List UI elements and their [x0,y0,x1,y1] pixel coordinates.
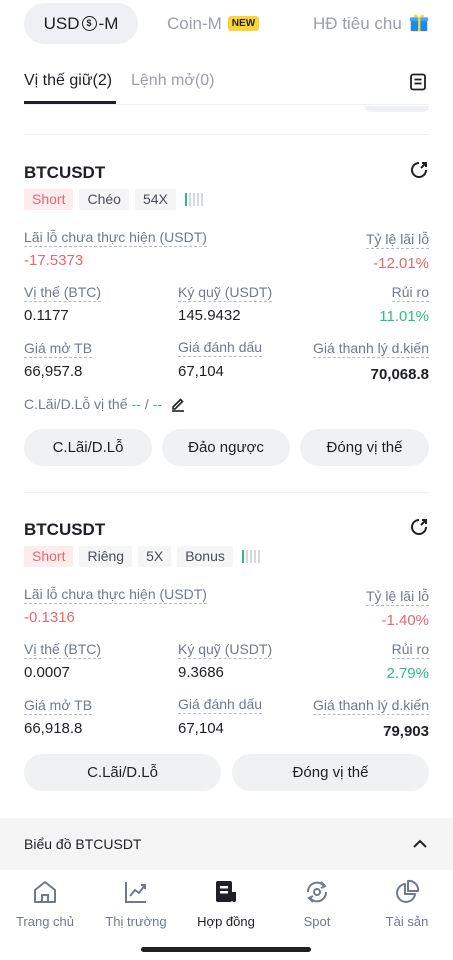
position-symbol[interactable]: BTCUSDT [24,163,106,182]
tab-standard-futures[interactable]: HĐ tiêu chu [313,3,402,44]
margin-label[interactable]: Ký quỹ (USDT) [178,641,273,659]
tab-usd-m[interactable]: USD $ -M [24,3,138,44]
usd-symbol-icon: $ [81,16,97,31]
nav-assets[interactable]: Tài sản [362,878,452,929]
spot-icon [306,881,328,903]
share-icon[interactable] [409,160,429,180]
mark-price-value: 67,104 [178,363,224,380]
card-divider [24,134,429,135]
sl-value: -- [152,396,163,412]
tab-usd-m-prefix: USD [43,13,80,33]
active-tab-underline [24,101,116,104]
nav-market-label: Thị trường [105,914,167,929]
position-subtabs: Vị thế giữ(2) Lệnh mở(0) [0,58,453,106]
roe-label[interactable]: Tỷ lệ lãi lỗ [365,588,429,606]
margin-label[interactable]: Ký quỹ (USDT) [178,284,273,302]
risk-value: 11.01% [379,308,429,325]
margin-mode-tag[interactable]: Chéo [79,189,129,210]
margin-mode-tag[interactable]: Riêng [79,546,133,567]
margin-value: 145.9432 [178,307,241,324]
tab-coin-m-label: Coin-M [167,13,222,33]
side-tag: Short [24,546,74,567]
nav-home[interactable]: Trang chủ [0,878,90,929]
roe-value: -12.01% [373,255,429,272]
risk-bars [184,193,203,206]
close-position-button[interactable]: Đóng vị thế [300,429,429,466]
leverage-tag[interactable]: 54X [134,189,176,210]
home-icon [34,881,56,903]
assets-pie-icon [396,879,420,903]
mark-price-value: 67,104 [178,720,224,737]
unrealized-pnl-label[interactable]: Lãi lỗ chưa thực hiện (USDT) [24,229,207,247]
mark-price-label[interactable]: Giá đánh dấu [178,696,263,714]
size-value: 0.1177 [24,307,69,324]
nav-spot-label: Spot [303,914,331,929]
bottom-nav: Trang chủ Thị trường Hợp đồng Spot [0,870,453,960]
unrealized-pnl-value: -17.5373 [24,252,84,269]
liq-price-label[interactable]: Giá thanh lý d.kiến [313,340,429,358]
risk-label[interactable]: Rủi ro [391,284,429,302]
share-icon[interactable] [409,517,429,537]
tpsl-button[interactable]: C.Lãi/D.Lỗ [24,754,221,791]
market-chart-icon [125,882,146,903]
entry-price-value: 66,918.8 [24,720,83,737]
liq-price-label[interactable]: Giá thanh lý d.kiến [313,697,429,715]
subtabs-divider [24,104,429,105]
liq-price-value: 70,068.8 [370,366,429,383]
nav-market[interactable]: Thị trường [91,878,181,929]
chevron-up-icon[interactable] [412,836,428,852]
roe-label[interactable]: Tỷ lệ lãi lỗ [365,231,429,249]
card-divider [24,492,429,493]
home-indicator [141,947,311,952]
unrealized-pnl-label[interactable]: Lãi lỗ chưa thực hiện (USDT) [24,586,207,604]
chart-section-header[interactable]: Biểu đồ BTCUSDT [0,818,453,870]
scrolled-button-edge [365,106,429,112]
new-badge: NEW [227,16,260,31]
entry-price-label: Giá mở TB [24,340,93,358]
margin-value: 9.3686 [178,664,224,681]
leverage-tag[interactable]: 5X [138,546,172,567]
gift-icon[interactable] [408,11,430,33]
nav-futures-label: Hợp đồng [197,914,255,929]
tab-open-orders[interactable]: Lệnh mở(0) [131,72,215,89]
nav-futures[interactable]: Hợp đồng [181,878,271,929]
tab-standard-futures-label: HĐ tiêu chu [313,13,402,33]
nav-assets-label: Tài sản [385,914,429,929]
tp-value: -- [131,396,141,412]
futures-icon [216,881,236,902]
top-tabs: USD $ -M Coin-M NEW HĐ tiêu chu [0,0,453,52]
risk-label[interactable]: Rủi ro [391,641,429,659]
position-tags: Short Riêng 5X Bonus [24,546,260,567]
nav-home-label: Trang chủ [15,914,75,929]
entry-price-value: 66,957.8 [24,363,83,380]
risk-bars [241,550,260,563]
position-tags: Short Chéo 54X [24,189,203,210]
entry-price-label: Giá mở TB [24,697,93,715]
edit-pen-icon[interactable] [170,396,186,412]
tpsl-button[interactable]: C.Lãi/D.Lỗ [24,429,152,466]
side-tag: Short [24,189,74,210]
bonus-tag: Bonus [177,546,233,567]
mark-price-label[interactable]: Giá đánh dấu [178,339,263,357]
position-tpsl-row[interactable]: C.Lãi/D.Lỗ vị thế -- / -- [24,396,186,412]
nav-spot[interactable]: Spot [272,878,362,929]
risk-value: 2.79% [386,665,429,682]
tpsl-separator: / [144,396,149,412]
reverse-button[interactable]: Đảo ngược [162,429,290,466]
size-value: 0.0007 [24,664,70,681]
tab-positions[interactable]: Vị thế giữ(2) [24,72,113,89]
roe-value: -1.40% [381,612,429,629]
unrealized-pnl-value: -0.1316 [24,609,75,626]
chart-section-title: Biểu đồ BTCUSDT [24,836,142,852]
tpsl-label: C.Lãi/D.Lỗ vị thế [24,396,128,412]
size-label: Vị thế (BTC) [24,284,102,302]
order-history-icon[interactable] [409,73,427,91]
size-label: Vị thế (BTC) [24,641,102,659]
close-position-button[interactable]: Đóng vị thế [232,754,429,791]
liq-price-value: 79,903 [383,723,429,740]
tab-usd-m-suffix: -M [98,13,119,33]
tab-coin-m[interactable]: Coin-M NEW [167,3,260,44]
position-symbol[interactable]: BTCUSDT [24,520,106,539]
